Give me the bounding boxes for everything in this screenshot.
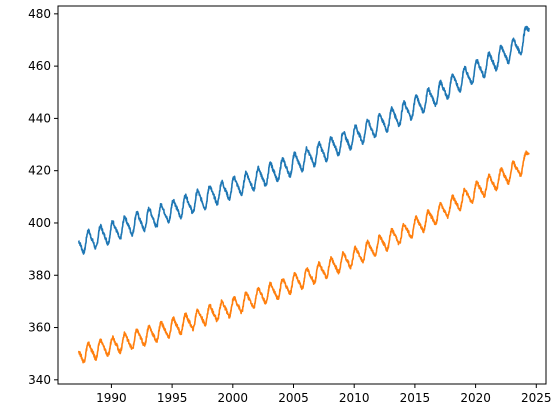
- y-tick-label: 420: [28, 164, 51, 178]
- x-tick-label: 2005: [278, 391, 309, 405]
- y-axis: 340 360 380 400 420 440 460 480: [28, 7, 58, 387]
- series-layer: [77, 25, 530, 364]
- y-tick-label: 360: [28, 321, 51, 335]
- x-tick-label: 2015: [400, 391, 431, 405]
- y-tick-label: 400: [28, 216, 51, 230]
- series-line-1: [77, 25, 530, 255]
- x-tick-label: 2025: [521, 391, 552, 405]
- y-tick-label: 340: [28, 373, 51, 387]
- y-tick-label: 380: [28, 268, 51, 282]
- y-tick-label: 460: [28, 59, 51, 73]
- x-tick-label: 2010: [339, 391, 370, 405]
- x-tick-label: 2020: [460, 391, 491, 405]
- x-tick-label: 2000: [218, 391, 249, 405]
- y-tick-label: 480: [28, 7, 51, 21]
- x-axis: 1990 1995 2000 2005 2010 2015 2020 2025: [96, 384, 552, 405]
- series-line-2: [77, 150, 530, 364]
- x-tick-label: 1995: [157, 391, 188, 405]
- x-tick-label: 1990: [96, 391, 127, 405]
- y-tick-label: 440: [28, 111, 51, 125]
- plot-area-frame: [57, 5, 547, 385]
